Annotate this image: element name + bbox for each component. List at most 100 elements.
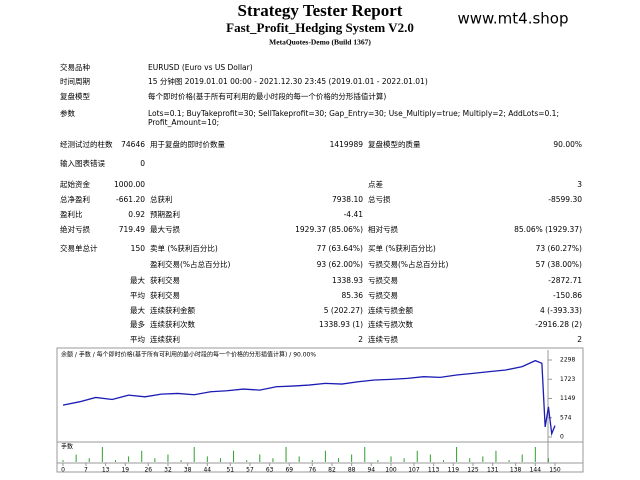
stat-value: 74646 [121, 140, 145, 149]
stat-label: 连续亏损 [368, 334, 398, 344]
lots-label: 手数 [61, 443, 73, 451]
stat-value: 7938.10 [332, 195, 363, 204]
x-tick-label: 76 [308, 467, 316, 474]
info-value: 15 分钟图 2019.01.01 00:00 - 2021.12.30 23:… [148, 76, 428, 86]
info-value: EURUSD (Euro vs US Dollar) [148, 63, 253, 72]
stat-value: 90.00% [553, 140, 582, 149]
stat-value: -2872.71 [548, 276, 582, 285]
stat-value: -4.41 [344, 210, 364, 219]
info-value: 每个即时价格(基于所有可利用的最小时段的每一个价格的分形插值计算) [148, 91, 386, 101]
stat-label: 连续获利金额 [150, 305, 195, 315]
stat-value: -150.86 [553, 291, 582, 300]
x-tick-label: 100 [385, 467, 397, 474]
stat-qualifier: 最多 [130, 319, 145, 329]
stat-label: 复盘模型的质量 [368, 139, 421, 149]
stat-value: 2 [358, 335, 363, 344]
stat-value: 1000.00 [114, 180, 145, 189]
report-subtitle: Fast_Profit_Hedging System V2.0 [226, 20, 414, 35]
x-tick-label: 113 [428, 467, 440, 474]
x-tick-label: 0 [61, 467, 65, 474]
stat-label: 连续亏损次数 [368, 319, 413, 329]
stat-label: 点差 [368, 179, 383, 189]
x-tick-label: 44 [203, 467, 211, 474]
stat-label: 最大亏损 [150, 224, 180, 234]
chart-frame [56, 347, 584, 473]
stat-label: 连续获利次数 [150, 319, 195, 329]
stat-label: 盈利交易(%占总百分比) [150, 259, 231, 269]
y-tick-label: 0 [560, 434, 564, 441]
stat-label: 亏损交易(%占总百分比) [368, 259, 449, 269]
x-tick-label: 82 [328, 467, 336, 474]
x-tick-label: 13 [102, 467, 110, 474]
x-tick-label: 131 [487, 467, 499, 474]
info-label: 时间周期 [60, 76, 90, 86]
stat-label: 绝对亏损 [60, 224, 90, 234]
stat-qualifier: 最大 [130, 275, 145, 285]
x-tick-label: 138 [510, 467, 522, 474]
stat-value: 150 [131, 244, 146, 253]
stat-label: 获利交易 [150, 290, 180, 300]
stat-value: 85.06% (1929.37) [514, 225, 582, 234]
stat-label: 相对亏损 [368, 224, 398, 234]
x-tick-label: 51 [226, 467, 234, 474]
stat-label: 连续获利 [150, 334, 180, 344]
stat-qualifier: 最大 [130, 305, 145, 315]
stat-qualifier: 平均 [130, 290, 145, 300]
y-tick-label: 1723 [560, 376, 575, 383]
stat-value: 1929.37 (85.06%) [295, 225, 363, 234]
stat-value: 2 [577, 335, 582, 344]
stat-label: 连续亏损金额 [368, 305, 413, 315]
stat-qualifier: 平均 [130, 334, 145, 344]
stat-label: 输入图表错误 [60, 158, 105, 168]
info-label: 复盘模型 [60, 91, 90, 101]
balance-line [62, 359, 556, 437]
stat-label: 卖单 (%获利百分比) [150, 243, 218, 253]
stat-value: -661.20 [116, 195, 145, 204]
stat-label: 总获利 [150, 194, 173, 204]
stat-value: 1338.93 [332, 276, 363, 285]
stat-value: -2916.28 (2) [535, 320, 582, 329]
report-title: Strategy Tester Report [238, 1, 403, 20]
stat-label: 用于复盘的即时价数量 [150, 139, 225, 149]
build: MetaQuotes-Demo (Build 1367) [269, 38, 371, 47]
stat-value: 85.36 [342, 291, 364, 300]
stat-value: 3 [577, 180, 582, 189]
stat-value: 93 (62.00%) [317, 260, 363, 269]
stat-value: 0.92 [128, 210, 145, 219]
legend: 余额 / 手数 / 每个即时价格(基于所有可利用的最小时段的每一个价格的分形插值… [61, 351, 316, 359]
x-tick-label: 32 [164, 467, 172, 474]
x-tick-label: 119 [448, 467, 460, 474]
x-tick-label: 94 [367, 467, 375, 474]
x-tick-label: 125 [467, 467, 479, 474]
y-tick-label: 574 [560, 414, 572, 421]
y-tick-label: 1149 [560, 395, 575, 402]
stat-value: 719.49 [119, 225, 145, 234]
stat-label: 获利交易 [150, 275, 180, 285]
stat-value: -8599.30 [548, 195, 582, 204]
stat-label: 总亏损 [368, 194, 391, 204]
stat-value: 77 (63.64%) [317, 244, 363, 253]
stat-label: 交易单总计 [60, 243, 98, 253]
stat-label: 亏损交易 [368, 275, 398, 285]
x-tick-label: 144 [530, 467, 542, 474]
x-tick-label: 38 [184, 467, 192, 474]
stat-value: 57 (38.00%) [536, 260, 582, 269]
stat-value: 5 (202.27) [324, 306, 363, 315]
x-tick-label: 150 [549, 467, 561, 474]
stat-label: 起始资金 [60, 179, 90, 189]
x-tick-label: 19 [121, 467, 129, 474]
info-value: Profit_Amount=10; [148, 118, 219, 127]
stat-value: 0 [140, 159, 145, 168]
stat-value: 1419989 [330, 140, 364, 149]
x-tick-label: 88 [348, 467, 356, 474]
info-label: 交易品种 [60, 62, 90, 72]
x-tick-label: 107 [408, 467, 420, 474]
stat-label: 亏损交易 [368, 290, 398, 300]
x-tick-label: 57 [246, 467, 254, 474]
stat-value: 1338.93 (1) [319, 320, 363, 329]
stat-label: 经测试过的柱数 [60, 139, 113, 149]
stat-label: 盈利比 [60, 209, 83, 219]
stat-label: 预期盈利 [150, 209, 180, 219]
x-tick-label: 63 [266, 467, 274, 474]
